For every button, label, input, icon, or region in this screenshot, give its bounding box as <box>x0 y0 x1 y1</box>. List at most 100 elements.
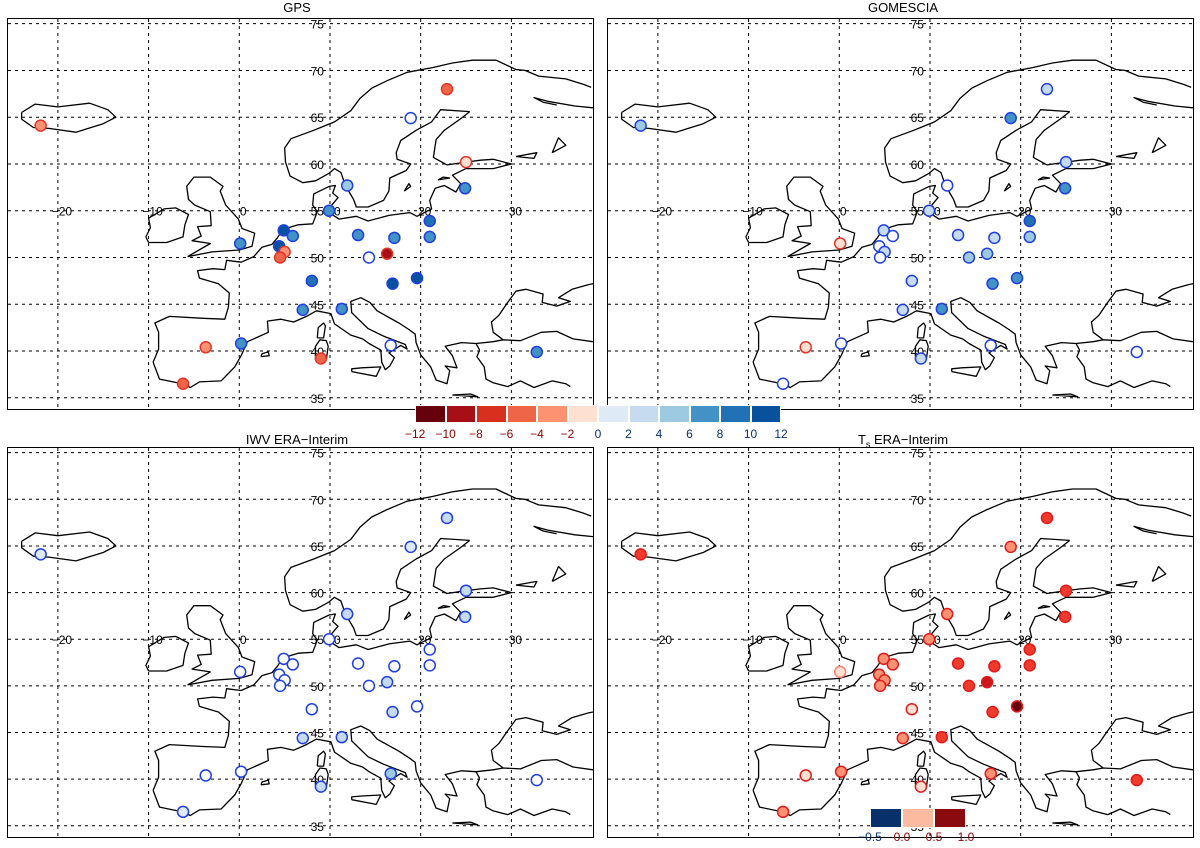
longitude-label: 30 <box>509 205 523 219</box>
station-marker <box>410 700 424 713</box>
ts-colorbar-tick-label: −0.5 <box>858 830 882 844</box>
longitude-label: −20 <box>652 633 673 647</box>
longitude-label: 0 <box>840 205 847 219</box>
station-marker <box>362 679 376 693</box>
colorbar-swatch <box>537 405 568 423</box>
coastline <box>860 351 870 358</box>
station-marker <box>388 231 401 245</box>
latitude-label: 60 <box>911 587 925 601</box>
coastline <box>860 779 870 786</box>
station-marker <box>940 179 954 192</box>
station-marker <box>877 224 890 237</box>
station-marker <box>380 675 394 689</box>
coastline <box>490 283 593 341</box>
coastline <box>1133 525 1193 538</box>
station-marker <box>351 657 365 670</box>
latitude-label: 50 <box>911 680 925 694</box>
panel-title-gps: GPS <box>283 0 311 15</box>
colorbar-swatch <box>659 405 690 423</box>
coastline <box>752 111 1113 363</box>
longitude-label: 0 <box>840 633 847 647</box>
map-panel-gps: −20−100102030354045505560657075 <box>7 18 594 410</box>
coastline <box>1133 96 1193 109</box>
latitude-label: 35 <box>311 820 325 834</box>
latitude-label: 65 <box>311 540 325 554</box>
station-marker <box>404 111 417 125</box>
station-marker <box>286 658 300 671</box>
station-marker <box>940 607 954 621</box>
coastline <box>283 488 592 637</box>
coastline <box>883 59 1192 208</box>
station-marker <box>273 251 287 264</box>
station-marker <box>199 769 212 782</box>
coastline <box>916 750 927 767</box>
panel-title-gomescia: GOMESCIA <box>867 0 939 15</box>
station-marker <box>314 352 328 365</box>
station-marker <box>896 303 910 317</box>
station-marker <box>935 730 949 744</box>
colorbar-tick-label: −2 <box>560 427 575 441</box>
station-marker <box>410 271 424 285</box>
station-marker <box>984 767 997 780</box>
map-canvas: −20−100102030354045505560657075 <box>8 448 593 837</box>
coastline <box>316 322 327 339</box>
colorbar-tick-label: 4 <box>655 427 663 441</box>
latitude-label: 45 <box>911 298 925 312</box>
station-marker <box>440 511 454 525</box>
colorbar-swatch <box>445 405 476 423</box>
ts-colorbar-swatch <box>902 808 934 828</box>
station-marker <box>799 769 812 782</box>
station-marker <box>886 229 900 243</box>
longitude-label: 30 <box>1109 205 1123 219</box>
colorbar-swatch <box>750 405 781 423</box>
main-colorbar-labels: −12 −10 −8 −6 −4 −2 0 2 4 6 8 10 12 <box>405 423 788 441</box>
latitude-label: 50 <box>311 680 325 694</box>
coastline <box>1151 565 1167 582</box>
ts-colorbar-swatch <box>934 808 966 828</box>
station-marker <box>335 730 349 744</box>
coastline <box>476 777 571 817</box>
longitude-label: −10 <box>742 205 763 219</box>
station-marker <box>914 352 928 365</box>
station-marker <box>914 780 928 793</box>
coastline <box>316 750 327 767</box>
station-marker <box>833 237 847 250</box>
station-marker <box>1059 584 1073 597</box>
coastline <box>475 758 593 773</box>
station-marker <box>351 228 365 242</box>
ts-colorbar: −0.5 0.0 0.5 1.0 <box>858 808 974 848</box>
coastline <box>551 565 567 582</box>
station-marker <box>388 660 401 673</box>
coastline <box>152 539 513 791</box>
coastline <box>260 779 270 786</box>
station-marker <box>1004 540 1017 554</box>
coastline <box>20 102 117 133</box>
station-marker <box>199 341 212 354</box>
station-marker <box>233 237 247 250</box>
coastline <box>437 605 451 610</box>
latitude-label: 55 <box>911 205 925 219</box>
station-marker <box>922 632 936 646</box>
station-marker <box>1010 271 1024 285</box>
station-marker <box>896 731 910 745</box>
station-marker <box>404 540 417 554</box>
coastline <box>452 821 479 826</box>
station-marker <box>962 679 976 693</box>
station-marker <box>1040 82 1054 96</box>
ts-colorbar-swatch <box>870 808 902 828</box>
station-marker <box>980 675 994 689</box>
station-marker <box>384 767 397 780</box>
station-marker <box>873 251 887 264</box>
station-marker <box>634 119 647 132</box>
latitude-label: 55 <box>311 205 325 219</box>
longitude-label: −10 <box>142 205 163 219</box>
station-marker <box>905 274 919 288</box>
colorbar-tick-label: −10 <box>435 427 456 441</box>
latitude-label: 65 <box>911 111 925 125</box>
coastline <box>476 349 571 389</box>
station-marker <box>286 229 300 243</box>
colorbar-swatch <box>567 405 598 423</box>
station-marker <box>1040 511 1054 525</box>
panel-title-ts: Ts ERA−Interim <box>606 432 1200 450</box>
map-panel-ts-era-interim: −20−100102030354045505560657075 <box>607 447 1194 838</box>
